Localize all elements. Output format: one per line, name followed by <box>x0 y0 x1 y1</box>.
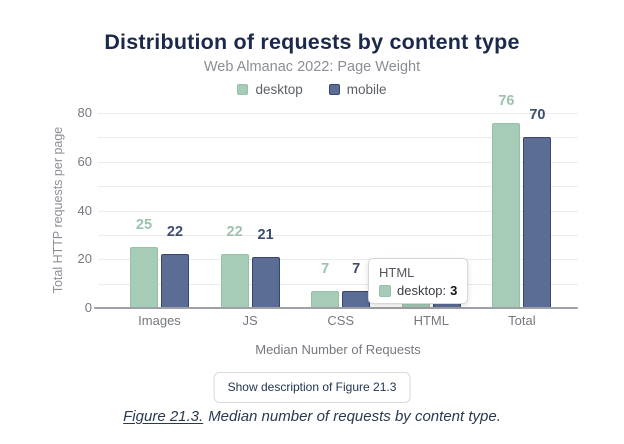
gridline <box>98 210 578 212</box>
show-description-button[interactable]: Show description of Figure 21.3 <box>213 372 411 403</box>
gridline <box>98 113 578 114</box>
x-axis-tick-label: Images <box>138 313 181 328</box>
bar-value-label: 7 <box>321 260 330 277</box>
gridline <box>98 283 578 285</box>
legend-label-desktop: desktop <box>255 81 303 97</box>
x-axis-tick-label: JS <box>242 313 258 328</box>
x-axis-title: Median Number of Requests <box>255 342 421 357</box>
gridline <box>98 161 578 163</box>
legend-item-desktop[interactable]: desktop <box>237 81 303 97</box>
figure-title: Distribution of requests by content type <box>104 30 520 54</box>
y-axis-tick-label: 60 <box>77 153 92 169</box>
y-axis-tick-label: 80 <box>77 105 92 120</box>
bar-desktop-css[interactable] <box>311 290 340 308</box>
legend-swatch-desktop-icon <box>237 83 249 95</box>
x-axis-tick-label: HTML <box>413 313 449 328</box>
bar-value-label: 76 <box>498 92 515 109</box>
legend-label-mobile: mobile <box>346 81 387 97</box>
bar-desktop-js[interactable] <box>220 254 249 308</box>
figure-caption-link[interactable]: Figure 21.3. <box>123 408 204 425</box>
x-axis-tick-label: Total <box>508 313 536 328</box>
legend-swatch-mobile-icon <box>328 83 340 95</box>
y-axis-tick-label: 40 <box>77 202 92 218</box>
tooltip-series-label: desktop: <box>397 283 447 298</box>
bar-value-label: 7 <box>352 260 361 277</box>
bar-value-label: 22 <box>226 224 243 241</box>
bar-mobile-total[interactable] <box>523 137 552 308</box>
bar-mobile-js[interactable] <box>251 256 280 308</box>
bar-value-label: 70 <box>529 107 546 124</box>
gridline <box>98 234 578 236</box>
gridline <box>98 186 578 188</box>
tooltip-category: HTML <box>379 265 415 280</box>
tooltip: HTML desktop: 3 <box>368 258 469 304</box>
gridline <box>98 259 578 261</box>
bar-value-label: 25 <box>135 217 153 234</box>
legend-item-mobile[interactable]: mobile <box>328 81 387 97</box>
tooltip-value: 3 <box>450 283 458 298</box>
x-axis-line <box>94 307 578 309</box>
bar-value-label: 21 <box>257 226 274 243</box>
x-axis-tick-label: CSS <box>327 313 355 328</box>
bar-mobile-css[interactable] <box>342 290 371 308</box>
y-axis-tick-label: 0 <box>84 300 92 315</box>
bar-value-label: 22 <box>166 224 184 241</box>
tooltip-row: desktop: 3 <box>379 283 457 299</box>
bar-desktop-total[interactable] <box>492 122 521 309</box>
figure-caption-text: Median number of requests by content typ… <box>208 408 501 425</box>
figure-caption: Figure 21.3. Median number of requests by… <box>0 408 624 425</box>
tooltip-desktop-swatch-icon <box>379 285 391 297</box>
legend: desktop mobile <box>0 81 624 97</box>
y-axis-tick-label: 20 <box>77 251 92 267</box>
gridline <box>98 137 578 139</box>
bar-mobile-images[interactable] <box>161 254 189 308</box>
figure-subtitle: Web Almanac 2022: Page Weight <box>203 59 421 75</box>
bar-desktop-images[interactable] <box>130 247 158 308</box>
